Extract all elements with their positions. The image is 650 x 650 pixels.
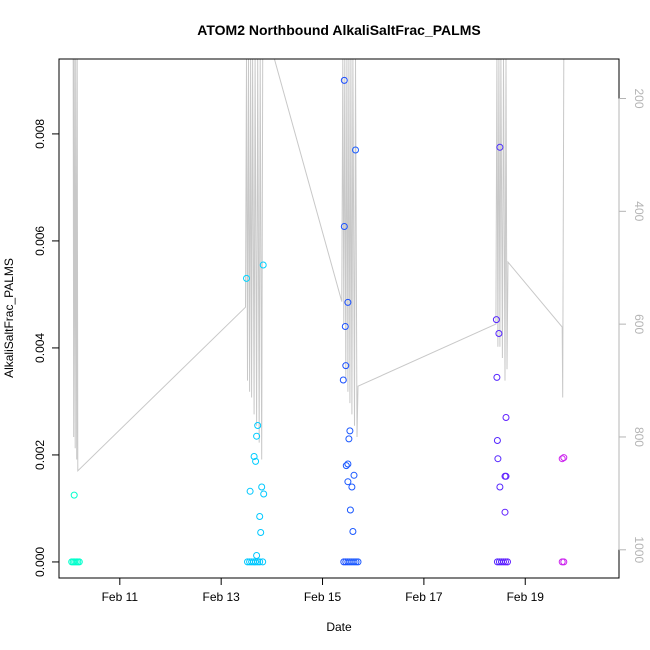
- data-point: [352, 558, 360, 566]
- data-point: [253, 552, 261, 559]
- x-tick-label: Feb 13: [202, 590, 240, 604]
- data-point: [496, 483, 504, 491]
- data-point: [560, 558, 568, 566]
- data-point: [259, 558, 267, 566]
- data-point: [339, 376, 347, 384]
- chart-title: ATOM2 Northbound AlkaliSaltFrac_PALMS: [197, 22, 480, 38]
- data-point: [558, 455, 566, 463]
- data-point: [345, 435, 353, 443]
- y-tick-label: 0.006: [33, 226, 47, 256]
- y2-tick-label: 1000: [632, 536, 646, 563]
- data-point: [342, 362, 350, 370]
- data-point: [340, 223, 348, 230]
- data-point: [344, 478, 352, 486]
- y-tick-label: 0.008: [33, 119, 47, 149]
- data-point: [349, 528, 357, 535]
- data-point: [243, 274, 250, 282]
- data-point: [259, 261, 267, 269]
- data-point: [256, 558, 264, 566]
- y2-tick-label: 200: [632, 88, 646, 108]
- y-tick-label: 0.002: [33, 440, 47, 470]
- data-point: [560, 454, 568, 462]
- data-point: [500, 558, 507, 566]
- data-point: [352, 146, 359, 154]
- data-point: [246, 487, 254, 495]
- right-pressure-axis: 200 400 600 800 1000: [618, 88, 646, 563]
- data-point: [502, 414, 510, 421]
- y2-tick-label: 800: [632, 427, 646, 447]
- data-point: [70, 491, 78, 499]
- data-point: [250, 453, 258, 460]
- y-axis: 0.000 0.002 0.004 0.006 0.008: [33, 119, 59, 577]
- data-point: [254, 422, 262, 429]
- x-tick-label: Feb 19: [507, 590, 545, 604]
- y-axis-label: AlkaliSaltFrac_PALMS: [2, 258, 16, 378]
- x-axis-label: Date: [326, 620, 352, 634]
- data-point: [496, 143, 504, 151]
- data-point: [254, 558, 262, 566]
- data-point: [253, 432, 261, 440]
- data-point: [344, 460, 352, 468]
- data-point: [494, 455, 502, 463]
- data-point: [501, 508, 509, 516]
- data-point: [502, 558, 509, 566]
- data-point: [502, 472, 510, 480]
- data-point: [252, 457, 260, 465]
- data-point: [495, 330, 503, 337]
- data-point: [346, 506, 354, 514]
- data-point: [354, 558, 362, 566]
- data-point: [492, 316, 500, 324]
- data-point: [340, 76, 348, 84]
- data-point: [504, 558, 511, 566]
- pressure-line-layer: [72, 58, 565, 472]
- data-point: [341, 323, 349, 330]
- y-tick-label: 0.000: [33, 547, 47, 577]
- data-point: [342, 462, 350, 470]
- y2-tick-label: 600: [632, 314, 646, 334]
- data-point: [75, 558, 83, 566]
- data-point: [252, 558, 260, 566]
- data-point: [260, 490, 268, 498]
- data-point: [258, 483, 266, 491]
- data-point: [346, 427, 354, 435]
- y2-tick-label: 400: [632, 201, 646, 221]
- data-point: [256, 513, 264, 520]
- data-point: [350, 471, 358, 479]
- data-points-layer: [68, 76, 568, 566]
- x-tick-label: Feb 17: [405, 590, 443, 604]
- data-point: [344, 298, 352, 306]
- data-point: [348, 483, 356, 491]
- x-axis: Feb 11 Feb 13 Feb 15 Feb 17 Feb 19: [102, 578, 545, 604]
- data-point: [257, 529, 265, 536]
- x-tick-label: Feb 15: [304, 590, 342, 604]
- data-point: [493, 437, 501, 444]
- plot-frame: [58, 58, 620, 579]
- pressure-line: [72, 58, 565, 472]
- x-tick-label: Feb 11: [102, 590, 139, 604]
- data-point: [493, 373, 501, 381]
- data-point: [350, 558, 358, 566]
- y-tick-label: 0.004: [33, 333, 47, 363]
